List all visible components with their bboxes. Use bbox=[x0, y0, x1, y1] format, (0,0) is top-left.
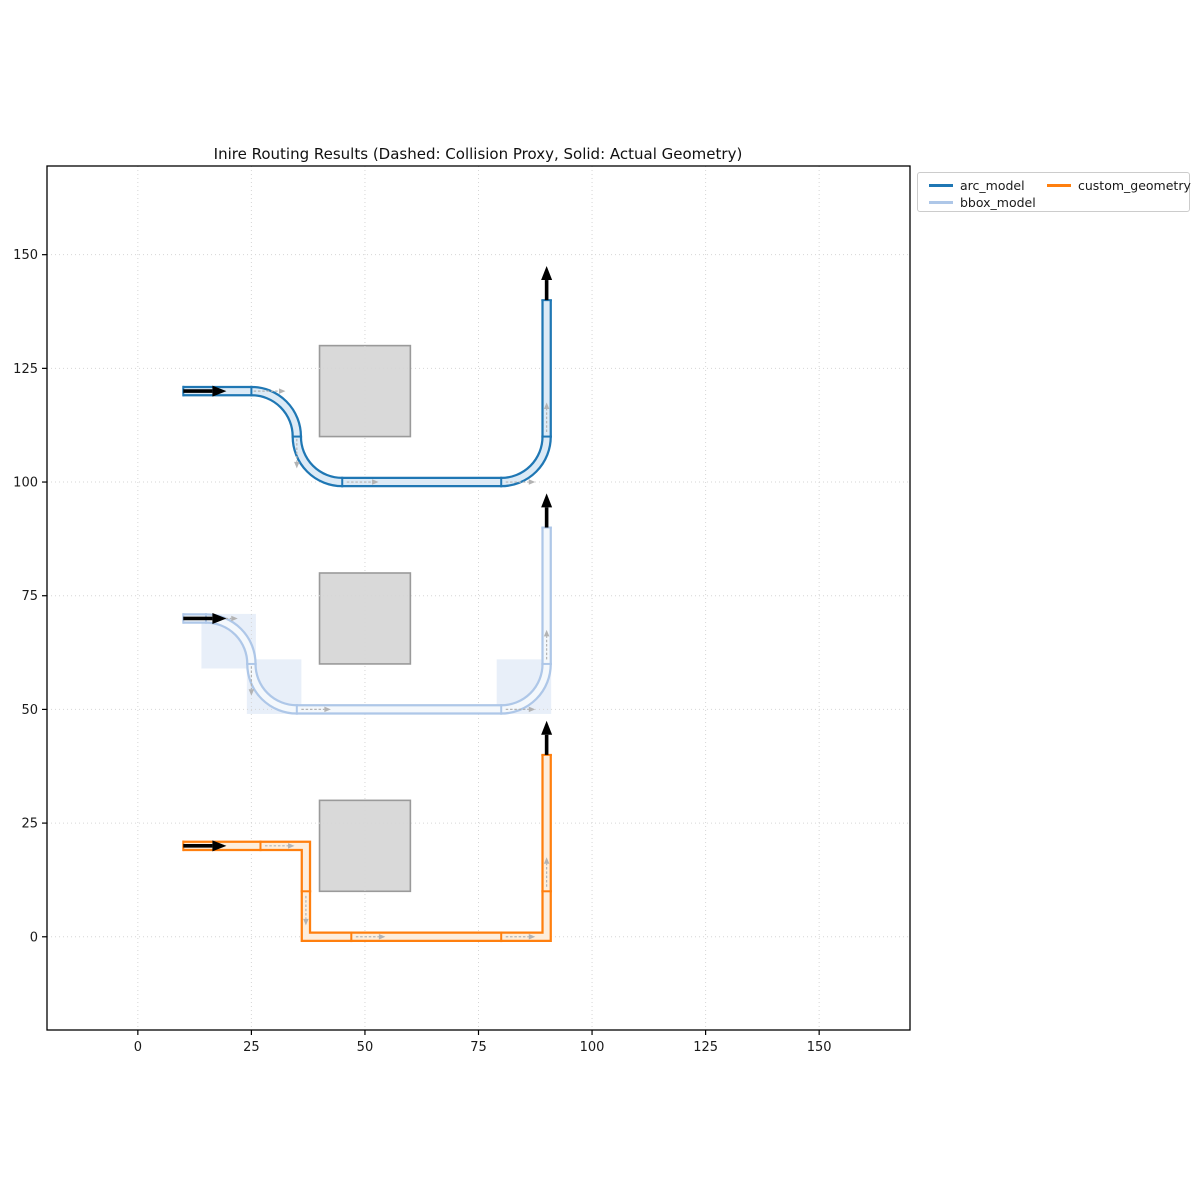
y-axis-ticks: 0 25 50 75 100 125 150 bbox=[13, 248, 47, 945]
x-tick-label: 75 bbox=[470, 1040, 487, 1055]
route-arc_model-fill bbox=[183, 300, 550, 486]
route-arc_model bbox=[182, 266, 553, 488]
x-tick-label: 50 bbox=[357, 1040, 374, 1055]
route-bbox_model bbox=[182, 493, 553, 715]
x-tick-label: 100 bbox=[580, 1040, 605, 1055]
plot-area: 0 25 50 75 100 125 150 0 25 50 75 100 125 150 bbox=[13, 165, 911, 1055]
legend-label-arc-model: arc_model bbox=[960, 177, 1025, 193]
legend-label-custom-geometry: custom_geometry bbox=[1078, 177, 1191, 193]
y-tick-label: 75 bbox=[21, 589, 38, 604]
legend-item-custom-geometry: custom_geometry bbox=[1047, 177, 1191, 193]
x-tick-label: 125 bbox=[693, 1040, 718, 1055]
obstacle bbox=[318, 799, 412, 893]
legend-swatch-bbox-model bbox=[929, 200, 953, 204]
x-tick-label: 25 bbox=[243, 1040, 260, 1055]
obstacle bbox=[318, 344, 412, 438]
x-tick-label: 0 bbox=[134, 1040, 142, 1055]
route-custom_geometry bbox=[182, 720, 553, 943]
grid-lines bbox=[47, 166, 910, 1030]
y-tick-label: 150 bbox=[13, 248, 38, 263]
route-bbox_model-fill bbox=[183, 527, 550, 713]
legend: arc_model bbox_model custom_geometry bbox=[917, 172, 1191, 212]
y-tick-label: 50 bbox=[21, 703, 38, 718]
legend-label-bbox-model: bbox_model bbox=[960, 194, 1036, 210]
y-tick-label: 25 bbox=[21, 817, 38, 832]
x-tick-label: 150 bbox=[807, 1040, 832, 1055]
obstacles bbox=[318, 344, 412, 893]
legend-swatch-custom-geometry bbox=[1047, 183, 1071, 187]
legend-swatch-arc-model bbox=[929, 183, 953, 187]
y-tick-label: 125 bbox=[13, 362, 38, 377]
y-tick-label: 0 bbox=[30, 930, 38, 945]
legend-item-bbox-model: bbox_model bbox=[929, 194, 1036, 210]
y-tick-label: 100 bbox=[13, 476, 38, 491]
chart-title: Inire Routing Results (Dashed: Collision… bbox=[214, 145, 743, 163]
x-axis-ticks: 0 25 50 75 100 125 150 bbox=[134, 1030, 832, 1055]
legend-item-arc-model: arc_model bbox=[929, 177, 1025, 193]
